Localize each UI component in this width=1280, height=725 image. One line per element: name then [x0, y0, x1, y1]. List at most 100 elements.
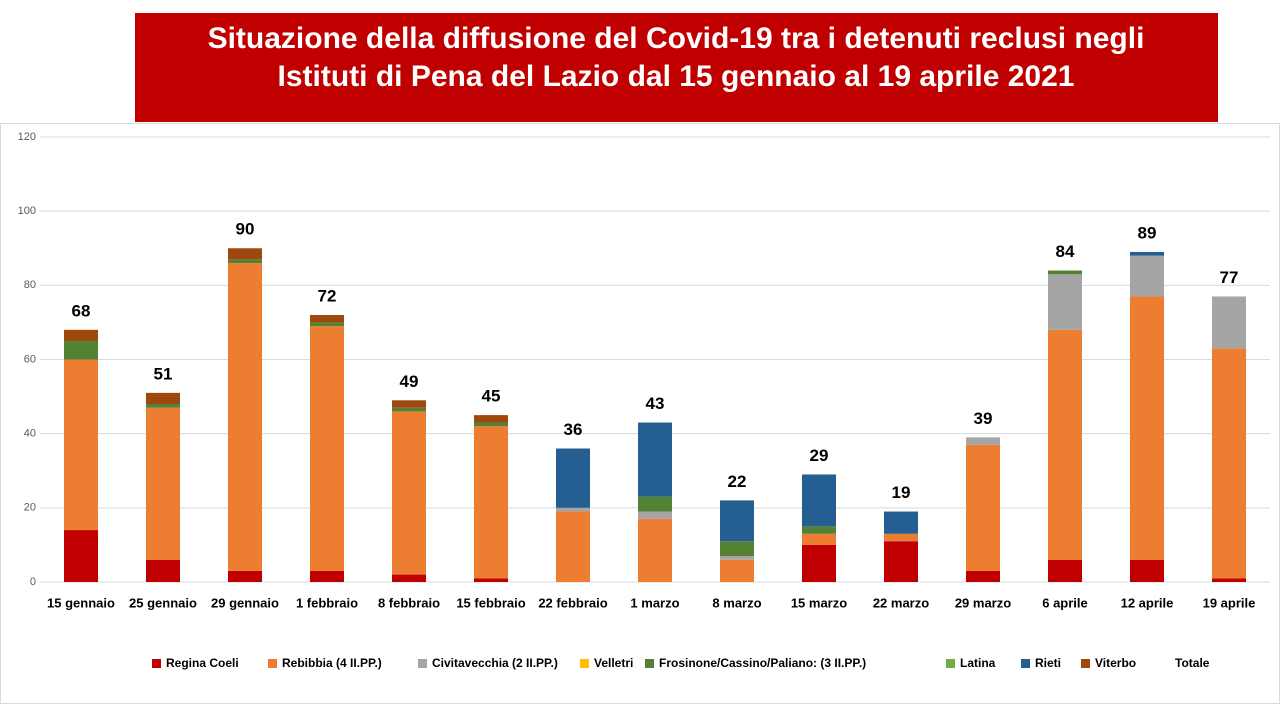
x-tick-label: 8 marzo [712, 595, 761, 610]
legend-label: Civitavecchia (2 II.PP.) [432, 656, 558, 670]
total-label: 22 [728, 472, 747, 491]
bar-segment [392, 411, 426, 575]
legend-swatch [152, 659, 161, 668]
bar-segment [1130, 251, 1164, 256]
bar-segment [228, 570, 262, 582]
legend-label: Latina [960, 656, 996, 670]
legend-label: Totale [1175, 656, 1210, 670]
total-label: 72 [318, 286, 337, 305]
y-tick-label: 80 [24, 279, 36, 291]
bar-segment [638, 511, 672, 519]
bar-segment [1130, 559, 1164, 582]
bar-segment [802, 533, 836, 545]
bar-segment [884, 533, 918, 542]
y-tick-label: 0 [30, 576, 36, 588]
legend-swatch [946, 659, 955, 668]
total-label: 49 [400, 372, 419, 391]
legend-label: Rebibbia (4 II.PP.) [282, 656, 382, 670]
bar-segment [966, 570, 1000, 582]
x-tick-label: 15 gennaio [47, 595, 115, 610]
x-tick-label: 8 febbraio [378, 595, 440, 610]
bar-segment [1212, 348, 1246, 579]
bar-segment [1048, 559, 1082, 582]
legend-swatch [1081, 659, 1090, 668]
chart-title: Situazione della diffusione del Covid-19… [208, 22, 1145, 55]
legend-label: Viterbo [1095, 656, 1136, 670]
total-label: 45 [482, 387, 501, 406]
legend-swatch [418, 659, 427, 668]
x-tick-label: 29 gennaio [211, 595, 279, 610]
bar-segment [638, 422, 672, 497]
total-label: 36 [564, 420, 583, 439]
bar-segment [310, 315, 344, 323]
bar-segment [64, 530, 98, 582]
title-box [135, 13, 1218, 122]
x-tick-label: 15 marzo [791, 595, 847, 610]
legend-label: Velletri [594, 656, 633, 670]
x-tick-label: 19 aprile [1203, 595, 1256, 610]
bar-segment [474, 422, 508, 427]
bar-segment [146, 559, 180, 582]
legend-swatch [645, 659, 654, 668]
bar-segment [556, 511, 590, 582]
chart-frame [0, 123, 1280, 704]
bar-segment [1048, 329, 1082, 560]
bar-segment [720, 541, 754, 557]
bar-segment [966, 437, 1000, 445]
total-label: 43 [646, 394, 665, 413]
bar-segment [802, 474, 836, 527]
bar-segment [392, 574, 426, 582]
legend-label: Rieti [1035, 656, 1061, 670]
x-tick-label: 29 marzo [955, 595, 1011, 610]
x-tick-label: 1 febbraio [296, 595, 358, 610]
bar-segment [884, 511, 918, 534]
bar-segment [720, 559, 754, 582]
bar-segment [64, 359, 98, 531]
total-label: 19 [892, 483, 911, 502]
bar-segment [146, 404, 180, 408]
bar-segment [802, 544, 836, 582]
total-label: 77 [1220, 268, 1239, 287]
legend-swatch [268, 659, 277, 668]
bar-segment [228, 259, 262, 264]
bar-segment [310, 322, 344, 327]
bar-segment [1212, 296, 1246, 349]
legend-swatch [1021, 659, 1030, 668]
bar-segment [638, 518, 672, 582]
bar-segment [146, 392, 180, 404]
chart-title: Istituti di Pena del Lazio dal 15 gennai… [278, 60, 1075, 93]
total-label: 51 [154, 364, 173, 383]
bar-segment [64, 340, 98, 360]
bar-segment [310, 326, 344, 571]
x-tick-label: 15 febbraio [456, 595, 525, 610]
bar-segment [1212, 578, 1246, 582]
y-tick-label: 40 [24, 428, 36, 440]
legend-swatch [580, 659, 589, 668]
x-tick-label: 6 aprile [1042, 595, 1088, 610]
bar-segment [392, 407, 426, 412]
bar-segment [146, 407, 180, 560]
bar-segment [474, 578, 508, 582]
bar-segment [1048, 274, 1082, 330]
total-label: 29 [810, 446, 829, 465]
total-label: 68 [72, 301, 91, 320]
bar-segment [556, 507, 590, 512]
bar-segment [720, 556, 754, 560]
legend-label: Frosinone/Cassino/Paliano: (3 II.PP.) [659, 656, 866, 670]
legend-label: Regina Coeli [166, 656, 239, 670]
y-tick-label: 60 [24, 353, 36, 365]
bar-segment [884, 541, 918, 582]
bar-segment [638, 496, 672, 512]
y-tick-label: 20 [24, 502, 36, 514]
total-label: 90 [236, 220, 255, 239]
x-tick-label: 22 febbraio [538, 595, 607, 610]
x-tick-label: 22 marzo [873, 595, 929, 610]
x-tick-label: 1 marzo [630, 595, 679, 610]
bar-segment [64, 329, 98, 341]
x-tick-label: 12 aprile [1121, 595, 1174, 610]
bar-segment [228, 248, 262, 260]
bar-segment [228, 263, 262, 571]
bar-segment [802, 526, 836, 534]
total-label: 84 [1056, 242, 1075, 261]
